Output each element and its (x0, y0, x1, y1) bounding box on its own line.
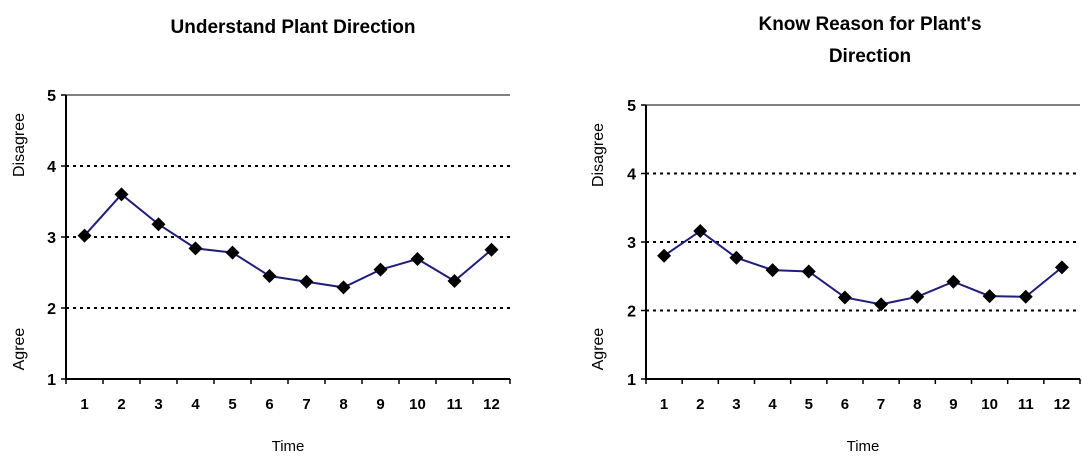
data-point (262, 269, 277, 284)
y-axis-label-bottom: Agree (11, 328, 28, 371)
x-tick-label: 8 (913, 396, 921, 413)
data-point (693, 224, 708, 239)
y-tick-label: 5 (47, 88, 56, 105)
y-tick-label: 1 (47, 372, 56, 389)
y-tick-label: 4 (47, 159, 56, 176)
data-point (837, 290, 852, 305)
data-point (484, 242, 499, 257)
y-tick-label: 2 (627, 304, 636, 321)
x-tick-label: 11 (1018, 396, 1034, 413)
data-point (336, 280, 351, 295)
x-tick-label: 7 (302, 396, 310, 413)
x-tick-label: 1 (80, 396, 88, 413)
data-point (982, 289, 997, 304)
x-tick-label: 12 (483, 396, 500, 413)
y-tick-label: 2 (47, 301, 56, 318)
x-tick-label: 1 (660, 396, 668, 413)
data-point (946, 274, 961, 289)
x-tick-label: 3 (732, 396, 740, 413)
x-tick-label: 4 (191, 396, 200, 413)
x-axis-label: Time (272, 438, 305, 455)
x-tick-label: 2 (117, 396, 125, 413)
y-tick-label: 4 (627, 167, 636, 184)
chart-title: Know Reason for Plant's (758, 14, 981, 35)
x-axis-label: Time (847, 438, 880, 455)
x-tick-label: 9 (376, 396, 384, 413)
x-tick-label: 5 (805, 396, 813, 413)
data-point (410, 252, 425, 267)
x-tick-label: 6 (841, 396, 849, 413)
y-axis-label-top: Disagree (11, 113, 28, 177)
data-point (657, 248, 672, 263)
data-point (729, 250, 744, 265)
chart-title: Understand Plant Direction (171, 17, 416, 38)
x-tick-label: 10 (409, 396, 426, 413)
x-tick-label: 7 (877, 396, 885, 413)
x-tick-label: 9 (949, 396, 957, 413)
data-point (1018, 289, 1033, 304)
x-tick-label: 3 (154, 396, 162, 413)
chart-title: Direction (829, 46, 911, 67)
data-point (1054, 260, 1069, 275)
data-point (225, 245, 240, 260)
x-tick-label: 6 (265, 396, 273, 413)
data-point (188, 241, 203, 256)
data-point (151, 217, 166, 232)
data-point (447, 274, 462, 289)
x-tick-label: 10 (981, 396, 998, 413)
y-axis-label-top: Disagree (590, 123, 607, 187)
y-tick-label: 1 (627, 372, 636, 389)
y-tick-label: 3 (627, 235, 636, 252)
data-point (765, 263, 780, 278)
x-tick-label: 4 (768, 396, 777, 413)
x-tick-label: 11 (447, 396, 463, 413)
data-point (77, 228, 92, 243)
series-line (83, 193, 493, 289)
x-tick-label: 12 (1054, 396, 1071, 413)
data-point (114, 187, 129, 202)
data-point (299, 274, 314, 289)
data-point (910, 289, 925, 304)
x-tick-label: 5 (228, 396, 236, 413)
data-point (874, 297, 889, 312)
x-tick-label: 2 (696, 396, 704, 413)
data-point (373, 262, 388, 277)
y-tick-label: 3 (47, 230, 56, 247)
x-tick-label: 8 (339, 396, 347, 413)
y-tick-label: 5 (627, 98, 636, 115)
data-point (801, 264, 816, 279)
y-axis-label-bottom: Agree (590, 328, 607, 371)
